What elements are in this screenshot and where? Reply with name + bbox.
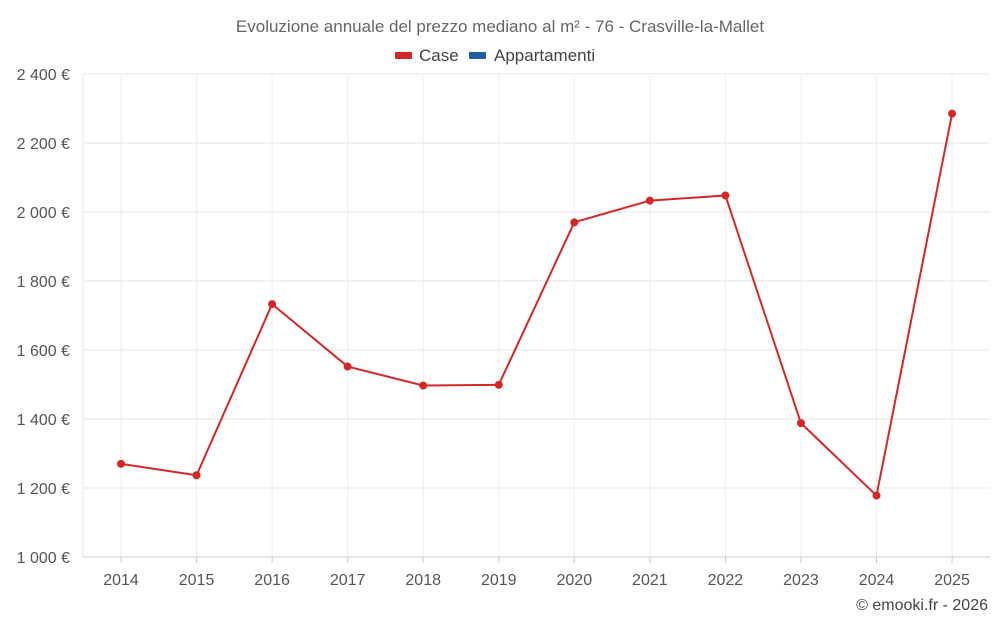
x-tick-label: 2024 <box>859 572 895 589</box>
credit-text: © emooki.fr - 2026 <box>856 597 988 614</box>
legend-item-case[interactable]: Case <box>395 46 459 65</box>
chart-title: Evoluzione annuale del prezzo mediano al… <box>236 17 764 36</box>
data-point-case-2020[interactable] <box>570 218 579 227</box>
x-tick-label: 2017 <box>330 572 366 589</box>
data-point-case-2025[interactable] <box>948 109 957 118</box>
data-point-case-2023[interactable] <box>796 419 805 428</box>
data-point-case-2018[interactable] <box>419 381 428 390</box>
legend-label-appartamenti: Appartamenti <box>494 46 595 65</box>
data-point-case-2017[interactable] <box>343 362 352 371</box>
y-tick-label: 1 600 € <box>17 343 70 360</box>
series-line-case <box>120 113 954 497</box>
legend: Case Appartamenti <box>395 46 595 65</box>
x-tick-label: 2014 <box>103 572 139 589</box>
data-point-case-2014[interactable] <box>117 459 125 468</box>
legend-label-case: Case <box>419 46 459 65</box>
y-tick-label: 2 400 € <box>17 67 70 84</box>
x-tick-label: 2020 <box>557 572 593 589</box>
legend-item-appartamenti[interactable]: Appartamenti <box>469 46 595 65</box>
data-point-case-2019[interactable] <box>494 380 503 389</box>
legend-swatch-case <box>395 52 412 59</box>
data-point-case-2024[interactable] <box>872 491 881 500</box>
x-tick-label: 2019 <box>481 572 517 589</box>
y-tick-label: 1 200 € <box>17 481 70 498</box>
y-tick-label: 1 000 € <box>17 550 70 567</box>
data-point-case-2015[interactable] <box>192 471 201 480</box>
y-tick-label: 1 800 € <box>17 274 70 291</box>
grid <box>83 73 990 558</box>
y-tick-label: 2 200 € <box>17 136 70 153</box>
x-tick-label: 2025 <box>934 572 970 589</box>
x-tick-label: 2015 <box>179 572 215 589</box>
legend-swatch-appartamenti <box>469 52 486 59</box>
axes: 1 000 € 1 200 € 1 400 € 1 600 € 1 800 € 2 000… <box>17 67 990 589</box>
x-tick-label: 2022 <box>708 572 744 589</box>
x-tick-label: 2021 <box>632 572 668 589</box>
data-point-case-2021[interactable] <box>645 196 654 205</box>
x-tick-label: 2023 <box>783 572 819 589</box>
y-tick-label: 2 000 € <box>17 205 70 222</box>
x-tick-label: 2016 <box>254 572 290 589</box>
y-tick-label: 1 400 € <box>17 412 70 429</box>
data-point-case-2016[interactable] <box>268 300 277 309</box>
data-point-case-2022[interactable] <box>721 191 730 200</box>
series <box>117 109 957 500</box>
x-tick-label: 2018 <box>405 572 441 589</box>
